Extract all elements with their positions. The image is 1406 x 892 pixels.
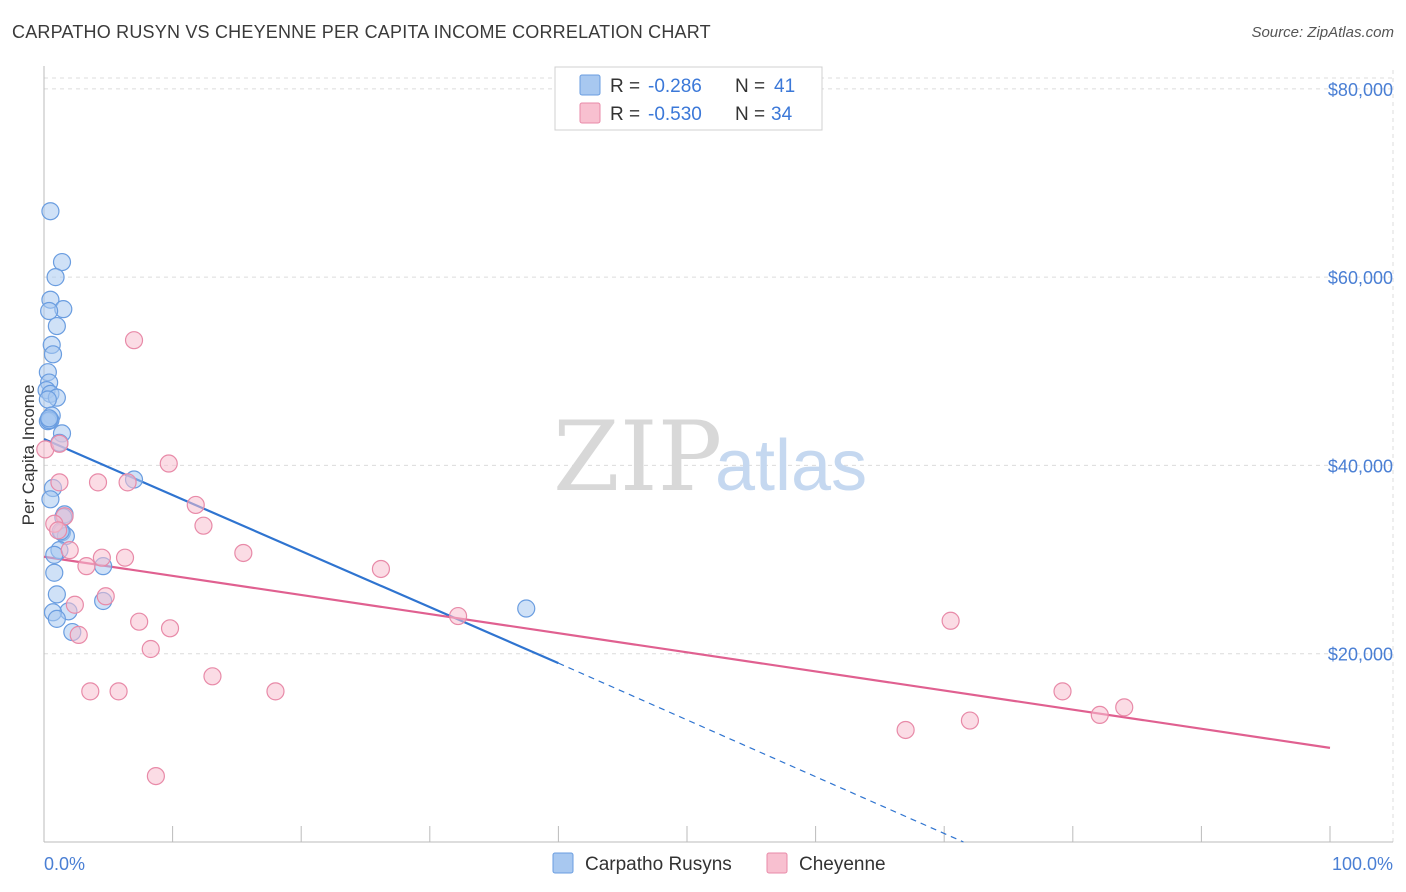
data-point-cheyenne [448, 606, 468, 626]
legend-n-value-1: 41 [774, 76, 795, 97]
data-point-cheyenne [960, 711, 980, 730]
data-point-cheyenne [69, 625, 88, 644]
data-point-carpatho-rusyns [517, 599, 536, 618]
legend-r-label-1: R = [610, 76, 640, 97]
data-point-cheyenne [186, 495, 205, 515]
legend-swatch-2 [579, 102, 601, 124]
data-point-cheyenne [92, 548, 111, 567]
data-point-carpatho-rusyns [46, 268, 65, 287]
x-tick-label: 100.0% [1332, 854, 1393, 874]
legend-bottom-swatch-1 [552, 852, 574, 874]
data-point-carpatho-rusyns [41, 490, 60, 509]
trend-line [43, 555, 1331, 749]
series-legend: Carpatho Rusyns Cheyenne [552, 852, 886, 875]
data-point-cheyenne [50, 434, 69, 453]
data-point-cheyenne [896, 720, 915, 740]
axes [43, 66, 1393, 843]
data-point-cheyenne [124, 331, 144, 350]
legend-r-value-2: -0.530 [648, 104, 702, 125]
y-tick-label: $20,000 [1328, 645, 1393, 665]
data-point-cheyenne [203, 667, 222, 686]
data-point-carpatho-rusyns [45, 545, 64, 564]
data-point-cheyenne [88, 473, 108, 492]
data-point-cheyenne [118, 473, 137, 492]
data-point-cheyenne [1115, 698, 1134, 717]
legend-bottom-label-2: Cheyenne [799, 854, 886, 875]
watermark-atlas: atlas [715, 426, 867, 506]
data-point-cheyenne [159, 454, 178, 473]
data-point-cheyenne [60, 541, 79, 560]
legend-r-value-1: -0.286 [648, 76, 702, 97]
data-point-cheyenne [65, 595, 84, 614]
data-point-cheyenne [49, 521, 68, 540]
y-tick-label: $40,000 [1328, 456, 1393, 476]
data-point-cheyenne [77, 557, 96, 576]
data-point-cheyenne [234, 543, 253, 563]
watermark: ZIP atlas [553, 401, 867, 513]
data-point-carpatho-rusyns [52, 252, 72, 272]
data-point-cheyenne [130, 612, 149, 631]
y-tick-labels: $20,000 $40,000 $60,000 $80,000 [1328, 80, 1393, 665]
data-point-cheyenne [146, 766, 165, 786]
legend-n-value-2: 34 [771, 104, 793, 125]
correlation-legend: R = -0.286 N = 41 R = -0.530 N = 34 [554, 66, 823, 131]
x-tick-label: 0.0% [44, 854, 85, 874]
data-point-carpatho-rusyns [47, 609, 66, 628]
data-point-carpatho-rusyns [40, 301, 59, 321]
data-point-carpatho-rusyns [47, 585, 66, 604]
y-tick-label: $80,000 [1328, 80, 1393, 100]
data-point-cheyenne [141, 639, 160, 659]
data-point-cheyenne [50, 473, 69, 492]
chart-title: CARPATHO RUSYN VS CHEYENNE PER CAPITA IN… [12, 22, 711, 42]
data-point-cheyenne [371, 559, 391, 579]
legend-n-label-1: N = [735, 76, 765, 97]
data-point-cheyenne [194, 516, 213, 535]
data-point-cheyenne [266, 682, 285, 701]
legend-n-label-2: N = [735, 104, 765, 125]
data-point-carpatho-rusyns [40, 409, 59, 428]
x-tick-labels: 0.0% 100.0% [44, 854, 1393, 874]
data-point-cheyenne [1090, 705, 1109, 725]
data-point-carpatho-rusyns [47, 316, 66, 336]
data-point-cheyenne [115, 548, 135, 567]
data-point-cheyenne [96, 587, 115, 606]
legend-bottom-swatch-2 [766, 852, 788, 874]
data-point-carpatho-rusyns [45, 563, 64, 582]
data-point-cheyenne [1053, 682, 1072, 701]
data-points [36, 202, 1134, 786]
legend-bottom-label-1: Carpatho Rusyns [585, 854, 732, 875]
legend-r-label-2: R = [610, 104, 640, 125]
data-point-cheyenne [941, 611, 960, 630]
data-point-cheyenne [81, 682, 100, 701]
legend-swatch-1 [579, 74, 601, 96]
y-axis-label: Per Capita Income [19, 385, 38, 526]
y-tick-label: $60,000 [1328, 268, 1393, 288]
watermark-zip: ZIP [553, 401, 722, 513]
data-point-cheyenne [160, 619, 180, 638]
data-point-carpatho-rusyns [41, 202, 60, 221]
source-label: Source: ZipAtlas.com [1251, 24, 1394, 41]
data-point-carpatho-rusyns [43, 345, 63, 364]
data-point-carpatho-rusyns [38, 390, 57, 409]
trend-line-extension [558, 662, 964, 843]
data-point-cheyenne [109, 682, 128, 701]
